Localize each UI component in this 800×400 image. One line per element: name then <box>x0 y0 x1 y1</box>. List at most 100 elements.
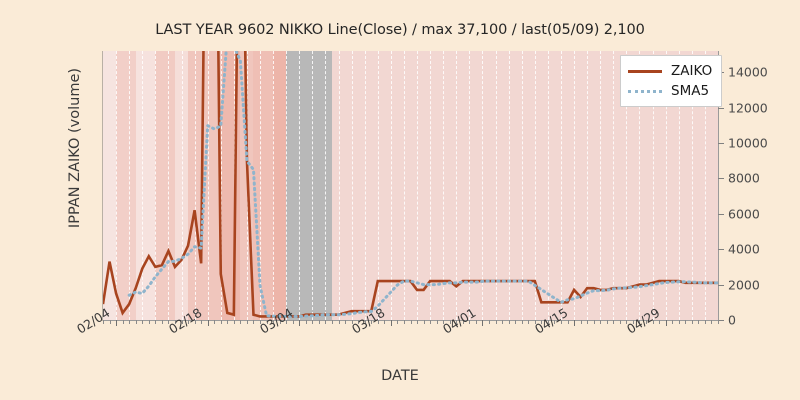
gridline-vertical <box>377 51 380 320</box>
x-tick-minor <box>626 320 628 324</box>
gridline-vertical <box>613 51 615 320</box>
y-tick-mark <box>718 178 724 180</box>
x-tick-minor <box>652 320 654 324</box>
x-tick-minor <box>220 320 222 324</box>
x-tick-minor <box>449 320 451 324</box>
gridline-vertical <box>417 51 419 320</box>
x-tick-mark <box>574 320 576 326</box>
gridline-vertical <box>430 51 432 320</box>
y-tick-label: 12000 <box>728 100 768 116</box>
x-tick-minor <box>325 320 327 324</box>
legend-swatch-zaiko <box>628 64 662 78</box>
x-tick-minor <box>188 320 190 324</box>
x-tick-label: 02/04 <box>74 304 113 337</box>
gridline-vertical <box>286 51 288 320</box>
legend-item-sma5[interactable]: SMA5 <box>628 81 712 101</box>
gridline-vertical <box>312 51 314 320</box>
chart-title: LAST YEAR 9602 NIKKO Line(Close) / max 3… <box>155 22 645 38</box>
x-tick-minor <box>502 320 504 324</box>
x-tick-minor <box>443 320 445 324</box>
x-tick-minor <box>554 320 556 324</box>
gridline-vertical <box>273 51 275 320</box>
x-tick-minor <box>587 320 589 324</box>
x-tick-mark <box>482 320 484 326</box>
x-tick-minor <box>606 320 608 324</box>
x-tick-minor <box>358 320 360 324</box>
y-tick-label: 10000 <box>728 135 768 151</box>
gridline-vertical <box>482 51 484 320</box>
gridline-vertical <box>704 51 707 320</box>
gridline-vertical <box>194 51 197 320</box>
x-tick-minor <box>122 320 124 324</box>
y-tick-mark <box>718 143 724 145</box>
x-tick-minor <box>214 320 216 324</box>
gridline-vertical <box>299 51 301 320</box>
x-tick-minor <box>521 320 523 324</box>
gridline-vertical <box>155 51 157 320</box>
background-band <box>273 51 287 320</box>
x-tick-minor <box>161 320 163 324</box>
x-tick-minor <box>194 320 196 324</box>
axis-right-spine <box>718 51 719 321</box>
x-tick-minor <box>423 320 425 324</box>
gridline-vertical <box>168 51 170 320</box>
x-tick-minor <box>632 320 634 324</box>
legend-swatch-sma5 <box>628 84 662 98</box>
x-tick-minor <box>469 320 471 324</box>
x-tick-minor <box>338 320 340 324</box>
legend-label-zaiko: ZAIKO <box>671 63 713 79</box>
y-tick-mark <box>718 213 724 215</box>
x-tick-minor <box>279 320 281 324</box>
gridline-vertical <box>495 51 498 320</box>
y-tick-label: 0 <box>728 312 736 328</box>
y-tick-label: 14000 <box>728 64 768 80</box>
background-band <box>135 51 156 320</box>
chart-legend[interactable]: ZAIKO SMA5 <box>620 55 723 107</box>
background-band <box>103 51 117 320</box>
gridline-vertical <box>652 51 655 320</box>
gridline-vertical <box>220 51 223 320</box>
x-tick-minor <box>331 320 333 324</box>
x-axis-label: DATE <box>381 368 419 384</box>
x-tick-minor <box>462 320 464 324</box>
gridline-vertical <box>338 51 341 320</box>
gridline-vertical <box>181 51 184 320</box>
legend-item-zaiko[interactable]: ZAIKO <box>628 61 712 81</box>
x-tick-minor <box>534 320 536 324</box>
legend-label-sma5: SMA5 <box>671 83 710 99</box>
y-tick-mark <box>718 320 724 321</box>
x-tick-minor <box>351 320 353 324</box>
x-tick-minor <box>475 320 477 324</box>
x-tick-minor <box>181 320 183 324</box>
y-tick-label: 4000 <box>728 241 760 257</box>
gridline-vertical <box>665 51 668 320</box>
x-tick-minor <box>515 320 517 324</box>
x-tick-minor <box>672 320 674 324</box>
x-tick-minor <box>318 320 320 324</box>
x-tick-mark <box>299 320 301 326</box>
x-tick-minor <box>403 320 405 324</box>
x-tick-minor <box>698 320 700 324</box>
gridline-vertical <box>390 51 393 320</box>
x-tick-minor <box>397 320 399 324</box>
x-tick-minor <box>704 320 706 324</box>
x-tick-minor <box>600 320 602 324</box>
x-tick-mark <box>665 320 667 326</box>
x-tick-minor <box>109 320 111 324</box>
y-tick-mark <box>718 107 724 109</box>
x-tick-minor <box>430 320 432 324</box>
x-tick-minor <box>371 320 373 324</box>
gridline-vertical <box>574 51 576 320</box>
x-tick-minor <box>286 320 288 324</box>
x-tick-mark <box>207 320 209 326</box>
x-tick-minor <box>233 320 235 324</box>
x-tick-minor <box>142 320 144 324</box>
x-tick-minor <box>227 320 229 324</box>
x-tick-minor <box>685 320 687 324</box>
x-tick-minor <box>580 320 582 324</box>
x-tick-minor <box>646 320 648 324</box>
x-tick-minor <box>678 320 680 324</box>
gridline-vertical <box>560 51 563 320</box>
x-tick-minor <box>613 320 615 324</box>
